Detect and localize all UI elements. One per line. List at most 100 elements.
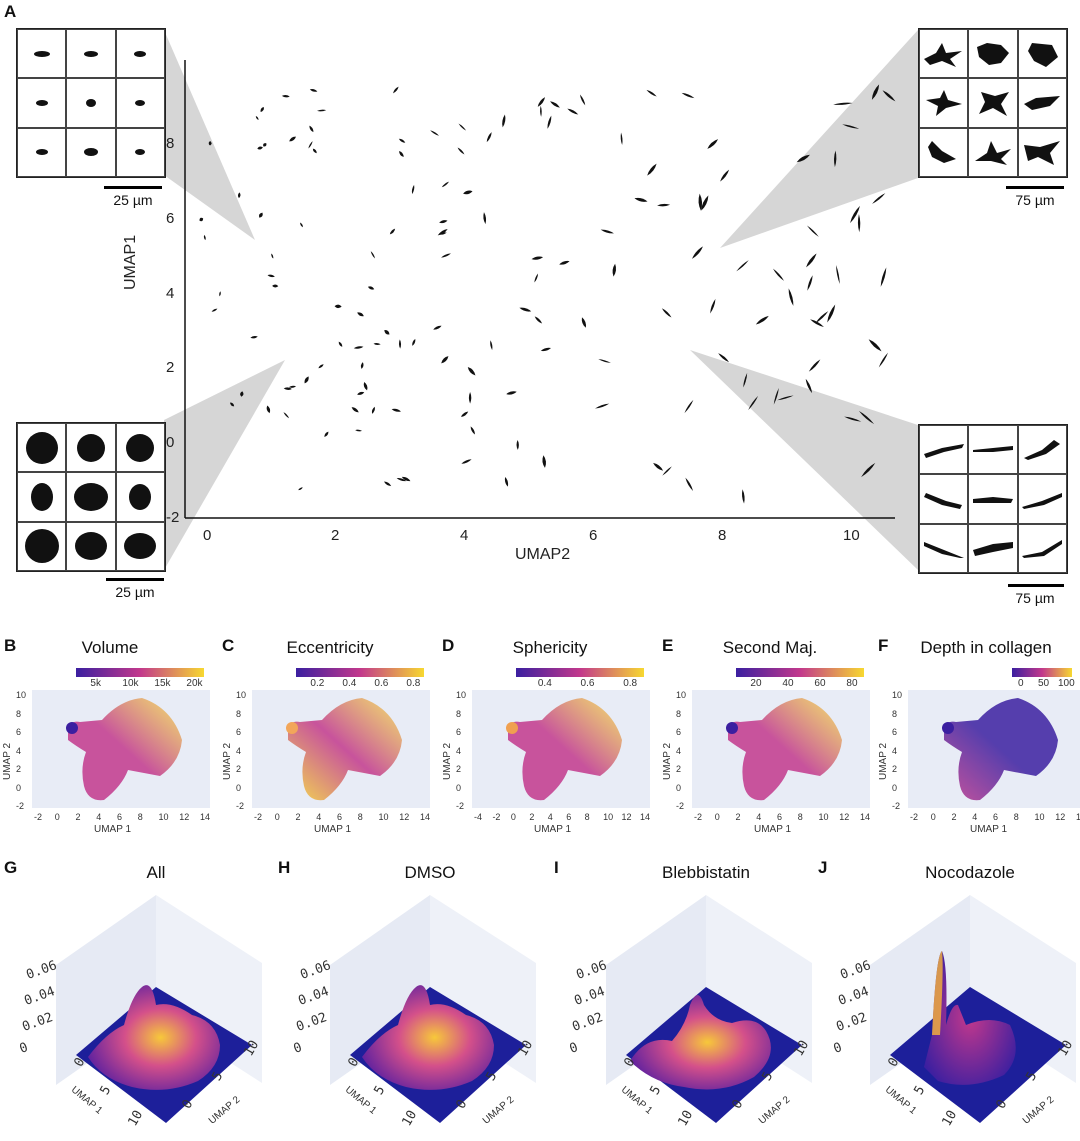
umap-x-tick: 6 [337, 812, 343, 822]
umap-density-shape [726, 698, 842, 801]
colorbar-tick: 0.2 [310, 678, 325, 689]
panel-title: Blebbistatin [662, 863, 750, 882]
cell-silhouette [396, 478, 407, 482]
cell-silhouette [463, 190, 473, 195]
cell-silhouette [266, 405, 271, 414]
umap-x-tick: 4 [756, 812, 762, 822]
cell-silhouette [467, 366, 476, 376]
colorbar-tick: 0.4 [342, 678, 357, 689]
cell-silhouette [878, 352, 889, 368]
cell-silhouette [263, 143, 267, 147]
cell-silhouette [707, 139, 719, 149]
umap-y-tick: 2 [892, 764, 898, 774]
panel-label-c: C [222, 636, 235, 655]
cell-silhouette [237, 192, 241, 199]
cell-silhouette [272, 284, 279, 288]
cell-silhouette [483, 212, 487, 225]
cell-silhouette [600, 229, 614, 234]
cell-silhouette [657, 203, 671, 207]
cell-silhouette [398, 339, 402, 349]
zoom-wedge-bottom-left [164, 360, 285, 570]
umap-density-shape [286, 698, 402, 801]
cell-silhouette [304, 376, 309, 384]
back-wall-left [606, 895, 706, 1085]
umap-x-tick: 2 [735, 812, 741, 822]
umap-x-tick: 8 [584, 812, 590, 822]
umap-x-label: UMAP 1 [534, 824, 572, 835]
cell-silhouette [373, 343, 381, 345]
umap-y-tick: 6 [236, 727, 242, 737]
umap-density-shape [506, 698, 622, 801]
x-tick: 4 [460, 527, 469, 544]
cell-silhouette [598, 359, 611, 363]
umap-x-tick: 0 [54, 812, 60, 822]
density-surface-canvas [606, 895, 812, 1123]
cell-silhouette [872, 193, 886, 204]
cell-silhouette [371, 406, 375, 414]
cell-silhouette [230, 402, 235, 407]
cell-silhouette [289, 136, 296, 142]
cell-silhouette [309, 89, 318, 92]
umap-x-label: UMAP 1 [314, 824, 352, 835]
cell-silhouette [842, 124, 860, 129]
colorbar-tick: 15k [154, 678, 171, 689]
umap-y-tick: 4 [676, 745, 682, 756]
colorbar [736, 668, 864, 677]
cell-silhouette [383, 481, 392, 487]
colorbar-tick: 50 [1038, 678, 1050, 689]
cell-silhouette [412, 338, 416, 346]
scale-bar [1006, 186, 1064, 189]
y-tick: 0 [166, 434, 175, 451]
cluster-blob [286, 722, 298, 734]
cell-silhouette [401, 476, 411, 482]
cell-silhouette [208, 141, 212, 146]
umap-x-tick: 14 [1076, 812, 1080, 822]
colorbar-tick: 5k [90, 678, 101, 689]
cell-silhouette [868, 339, 882, 352]
umap-y-tick: 10 [236, 690, 247, 700]
cell-silhouette [298, 487, 303, 491]
cell-silhouette [324, 431, 329, 437]
density-surface-canvas [870, 895, 1076, 1123]
umap-x-tick: 0 [714, 812, 720, 822]
panel-label-g: G [4, 858, 18, 877]
cell-silhouette [288, 385, 297, 388]
umap-panel: Second Maj. 20 40 60 80 10 8 6 4 2 0 -2 -2 0 2 4 6 8 10 12… [662, 630, 876, 840]
umap-y-tick: 0 [16, 782, 22, 793]
cell-silhouette [367, 286, 375, 290]
umap-x-label: UMAP 1 [970, 824, 1008, 835]
colorbar [516, 668, 644, 677]
umap-y-tick: 8 [892, 708, 898, 719]
umap-y-tick: 10 [892, 690, 903, 700]
cell-silhouette [806, 225, 819, 237]
cell-silhouette [537, 97, 546, 107]
umap-x-tick: 4 [316, 812, 322, 822]
cell-silhouette [255, 115, 259, 121]
cell-silhouette [634, 197, 648, 202]
cell-silhouette [777, 395, 794, 401]
cell-silhouette [772, 268, 785, 281]
y-tick: 2 [166, 359, 175, 376]
umap-y-tick: -2 [16, 801, 25, 811]
x-tick: 8 [718, 527, 727, 544]
cell-silhouette [788, 288, 794, 306]
density-panel: Blebbistatin 0.06 0.04 0.02 0 0 5 10 10 5 0 UMAP 1… [556, 855, 818, 1135]
cell-silhouette [534, 273, 539, 283]
cell-silhouette [318, 364, 324, 369]
cell-silhouette [594, 403, 610, 409]
cell-silhouette [701, 195, 709, 211]
umap-y-tick: 0 [892, 782, 898, 793]
umap-y-tick: 2 [236, 764, 242, 774]
colorbar-tick: 100 [1058, 678, 1075, 689]
umap-x-tick: 14 [200, 812, 211, 822]
umap-y-tick: 6 [456, 727, 462, 737]
umap-y-tick: 0 [676, 782, 682, 793]
cell-silhouette [317, 109, 327, 112]
umap-x-tick: -2 [694, 812, 703, 822]
cell-silhouette [353, 346, 364, 349]
cell-silhouette [647, 163, 657, 176]
density-surface [88, 985, 220, 1090]
umap-y-tick: 4 [456, 745, 462, 756]
umap-x-tick: 12 [621, 812, 632, 822]
cell-silhouette [439, 220, 448, 224]
